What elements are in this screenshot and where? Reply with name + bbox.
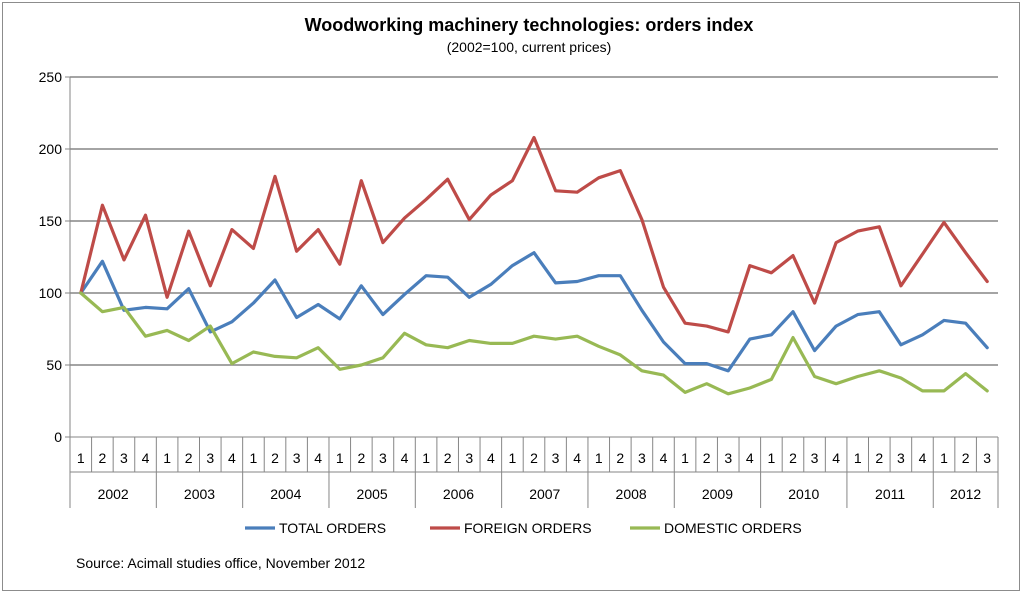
x-tick-label: 2 <box>530 450 538 466</box>
x-year-label: 2006 <box>443 486 474 502</box>
series-lines <box>79 135 989 396</box>
y-tick-label: 200 <box>39 141 63 157</box>
x-tick-label: 1 <box>767 450 775 466</box>
y-tick-label: 50 <box>46 357 62 373</box>
x-tick-label: 2 <box>875 450 883 466</box>
x-tick-label: 4 <box>573 450 581 466</box>
y-tick-label: 250 <box>39 69 63 85</box>
x-tick-label: 2 <box>962 450 970 466</box>
x-tick-label: 4 <box>660 450 668 466</box>
x-tick-label: 3 <box>293 450 301 466</box>
x-tick-label: 3 <box>120 450 128 466</box>
y-tick-label: 150 <box>39 213 63 229</box>
x-tick-label: 3 <box>552 450 560 466</box>
x-tick-label: 3 <box>206 450 214 466</box>
series-line-foreign-orders <box>79 135 989 334</box>
x-tick-label: 1 <box>77 450 85 466</box>
x-tick-label: 3 <box>638 450 646 466</box>
x-tick-label: 2 <box>98 450 106 466</box>
x-year-label: 2009 <box>702 486 733 502</box>
x-tick-label: 2 <box>271 450 279 466</box>
x-tick-label: 4 <box>228 450 236 466</box>
x-tick-label: 2 <box>185 450 193 466</box>
x-tick-label: 1 <box>509 450 517 466</box>
x-year-label: 2004 <box>270 486 301 502</box>
x-tick-label: 1 <box>422 450 430 466</box>
x-tick-label: 2 <box>616 450 624 466</box>
x-tick-label: 2 <box>789 450 797 466</box>
x-year-label: 2003 <box>184 486 215 502</box>
legend-label-foreign-orders: FOREIGN ORDERS <box>464 520 592 536</box>
x-tick-label: 4 <box>919 450 927 466</box>
x-year-label: 2007 <box>529 486 560 502</box>
chart-subtitle: (2002=100, current prices) <box>447 39 612 55</box>
x-year-label: 2011 <box>875 486 905 502</box>
legend-label-total-orders: TOTAL ORDERS <box>279 520 386 536</box>
chart-title: Woodworking machinery technologies: orde… <box>305 15 754 35</box>
x-tick-label: 3 <box>465 450 473 466</box>
grid-lines <box>70 76 998 366</box>
x-tick-label: 3 <box>379 450 387 466</box>
x-year-label: 2010 <box>788 486 819 502</box>
x-tick-label: 4 <box>746 450 754 466</box>
x-year-label: 2002 <box>98 486 129 502</box>
x-tick-label: 1 <box>250 450 258 466</box>
x-year-label: 2005 <box>357 486 388 502</box>
x-tick-label: 3 <box>897 450 905 466</box>
legend: TOTAL ORDERS FOREIGN ORDERS DOMESTIC ORDER… <box>245 520 802 536</box>
legend-label-domestic-orders: DOMESTIC ORDERS <box>664 520 802 536</box>
y-axis-ticks: 0 50 100 150 200 250 <box>39 69 71 445</box>
y-tick-label: 0 <box>54 429 62 445</box>
series-line-domestic-orders <box>79 291 989 396</box>
x-tick-label: 2 <box>444 450 452 466</box>
x-tick-label: 1 <box>336 450 344 466</box>
x-tick-label: 4 <box>142 450 150 466</box>
x-year-label: 2008 <box>616 486 647 502</box>
x-tick-label: 1 <box>854 450 862 466</box>
x-tick-label: 4 <box>487 450 495 466</box>
x-tick-label: 1 <box>681 450 689 466</box>
x-tick-label: 2 <box>357 450 365 466</box>
x-tick-label: 1 <box>595 450 603 466</box>
x-tick-label: 1 <box>163 450 171 466</box>
x-tick-label: 3 <box>724 450 732 466</box>
source-note: Source: Acimall studies office, November… <box>76 555 365 571</box>
x-tick-label: 3 <box>983 450 991 466</box>
y-tick-label: 100 <box>39 285 63 301</box>
x-tick-label: 1 <box>940 450 948 466</box>
x-tick-label: 4 <box>314 450 322 466</box>
x-tick-label: 4 <box>401 450 409 466</box>
x-tick-label: 2 <box>703 450 711 466</box>
x-year-label: 2012 <box>950 486 981 502</box>
series-line-total-orders <box>79 251 989 373</box>
x-tick-label: 4 <box>832 450 840 466</box>
x-tick-label: 3 <box>811 450 819 466</box>
